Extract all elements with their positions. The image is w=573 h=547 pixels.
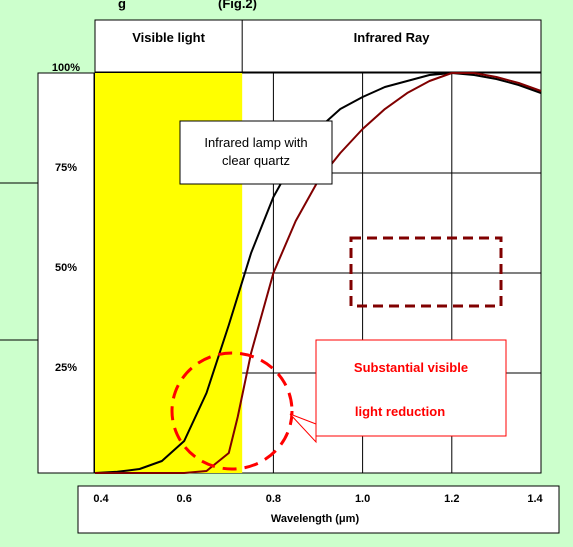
- y-tick-label: 25%: [55, 362, 77, 374]
- x-tick-label: 0.6: [177, 493, 192, 505]
- y-tick-label: 75%: [55, 162, 77, 174]
- x-tick-label: 0.8: [266, 493, 281, 505]
- reduction-annotation-line-2: light reduction: [355, 404, 445, 419]
- y-tick-label: 100%: [52, 62, 80, 74]
- x-tick-label: 0.4: [93, 493, 109, 505]
- x-axis-label: Wavelength (μm): [271, 513, 360, 525]
- y-tick-labels: 25% 50% 75% 100%: [52, 62, 80, 374]
- x-tick-label: 1.2: [444, 493, 459, 505]
- x-tick-label: 1.4: [527, 493, 543, 505]
- band-header-box: [94, 19, 542, 73]
- band-label-infrared-ray: Infrared Ray: [354, 30, 431, 45]
- reduction-annotation-line-1: Substantial visible: [354, 360, 468, 375]
- lamp-annotation-box: [179, 120, 333, 185]
- lamp-annotation-line-2: clear quartz: [222, 153, 290, 168]
- dashed-legend-box: [349, 236, 503, 308]
- x-tick-label: 1.0: [355, 493, 370, 505]
- band-label-visible-light: Visible light: [132, 30, 205, 45]
- highlight-circle: [170, 351, 294, 471]
- x-axis-box: [77, 485, 560, 534]
- y-tick-label: 50%: [55, 262, 77, 274]
- chart-title-fragment: g: [118, 0, 126, 11]
- y-axis-label-box: [37, 72, 95, 474]
- x-tick-labels: 0.4 0.6 0.8 1.0 1.2 1.4: [93, 493, 543, 505]
- chart-title-suffix: (Fig.2): [218, 0, 257, 11]
- reduction-annotation-box: [315, 339, 507, 437]
- lamp-annotation-line-1: Infrared lamp with: [204, 135, 307, 150]
